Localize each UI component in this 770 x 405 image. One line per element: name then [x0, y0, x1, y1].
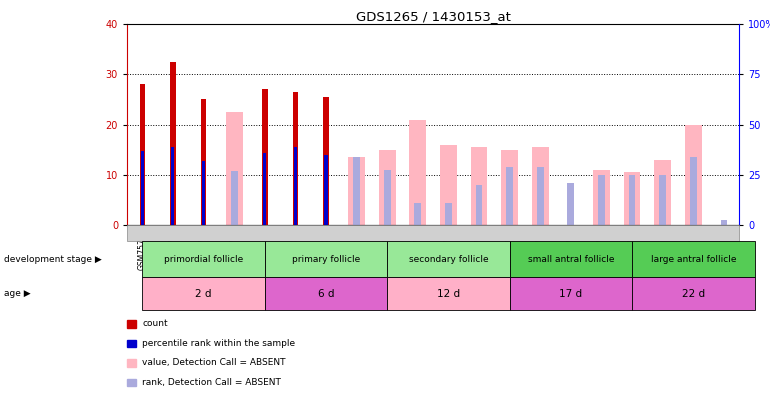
Bar [202, 161, 205, 225]
Text: development stage ▶: development stage ▶ [4, 255, 102, 264]
Bar [263, 153, 266, 225]
Bar [567, 183, 574, 225]
Text: count: count [142, 320, 168, 328]
Bar [654, 160, 671, 225]
Bar [685, 125, 701, 225]
Bar [379, 149, 396, 225]
Text: secondary follicle: secondary follicle [409, 255, 488, 264]
Bar [172, 147, 175, 225]
Bar [476, 185, 482, 225]
Text: large antral follicle: large antral follicle [651, 255, 736, 264]
Bar [445, 203, 452, 225]
Text: 22 d: 22 d [681, 289, 705, 298]
Bar [353, 157, 360, 225]
Bar [593, 170, 610, 225]
Bar [470, 147, 487, 225]
Bar [537, 166, 544, 225]
Text: value, Detection Call = ABSENT: value, Detection Call = ABSENT [142, 358, 286, 367]
Bar [231, 171, 237, 225]
Bar [141, 151, 144, 225]
Bar [721, 220, 727, 225]
Bar [170, 62, 176, 225]
Text: 12 d: 12 d [437, 289, 460, 298]
Text: 2 d: 2 d [196, 289, 212, 298]
Text: 17 d: 17 d [559, 289, 582, 298]
Bar [139, 85, 145, 225]
Text: rank, Detection Call = ABSENT: rank, Detection Call = ABSENT [142, 378, 281, 387]
Bar [384, 170, 390, 225]
Bar [507, 166, 513, 225]
Text: primary follicle: primary follicle [292, 255, 360, 264]
Bar [294, 147, 297, 225]
Bar [501, 149, 518, 225]
Bar [262, 90, 267, 225]
Bar [201, 100, 206, 225]
Text: 6 d: 6 d [318, 289, 334, 298]
Bar [532, 147, 549, 225]
Bar [348, 157, 365, 225]
Text: primordial follicle: primordial follicle [164, 255, 243, 264]
Bar [226, 112, 243, 225]
Bar [624, 172, 641, 225]
Bar [598, 175, 604, 225]
Bar [414, 203, 421, 225]
Bar [323, 97, 329, 225]
Text: age ▶: age ▶ [4, 289, 31, 298]
Text: small antral follicle: small antral follicle [527, 255, 614, 264]
Text: GDS1265 / 1430153_at: GDS1265 / 1430153_at [356, 10, 511, 23]
Bar [410, 119, 427, 225]
Bar [690, 157, 697, 225]
Bar [293, 92, 298, 225]
Bar [324, 155, 327, 225]
Bar [440, 145, 457, 225]
Bar [629, 175, 635, 225]
Text: percentile rank within the sample: percentile rank within the sample [142, 339, 296, 348]
Bar [659, 175, 666, 225]
